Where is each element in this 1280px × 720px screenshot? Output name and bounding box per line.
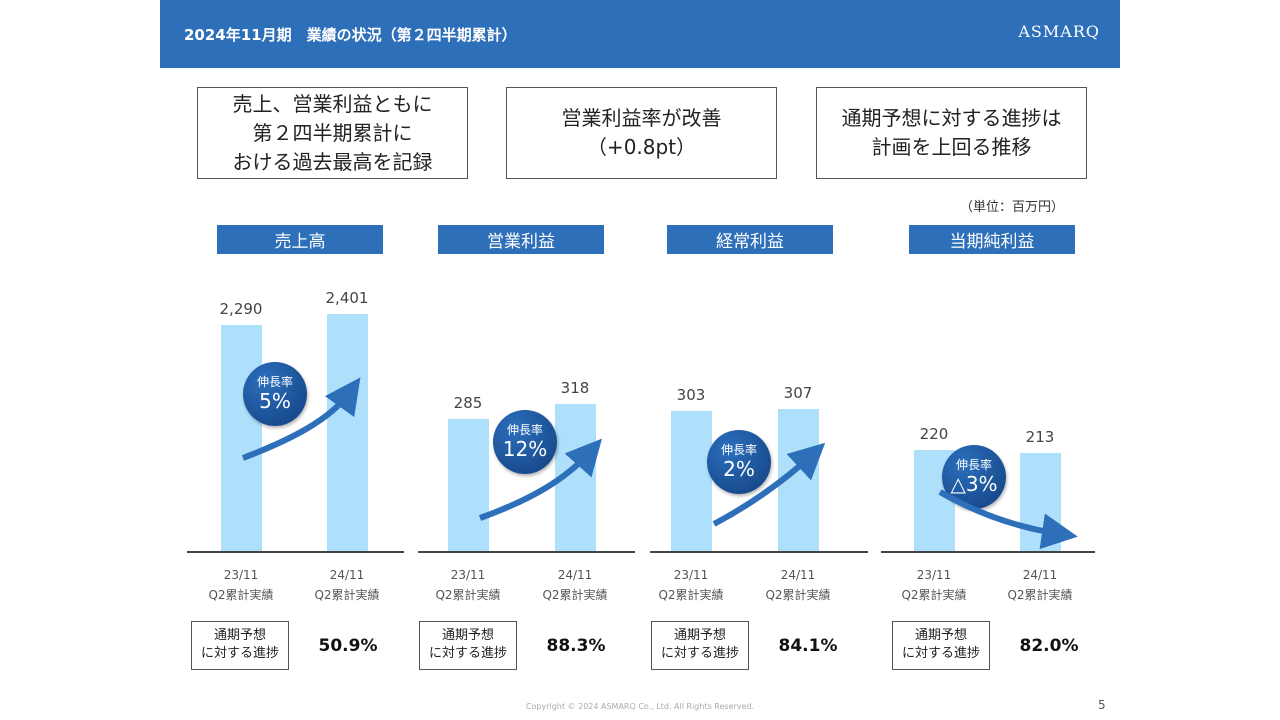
growth-value: 12%	[502, 437, 548, 461]
x-axis	[650, 551, 868, 553]
growth-value: 5%	[259, 389, 291, 413]
bar	[671, 410, 712, 551]
growth-value: 2%	[723, 457, 755, 481]
growth-label: 伸長率	[955, 458, 992, 472]
bar	[327, 314, 368, 551]
highlight-box: 売上、営業利益ともに 第２四半期累計に おける過去最高を記録	[197, 87, 468, 179]
progress-value: 88.3%	[546, 636, 606, 656]
value-label: 220	[919, 425, 949, 443]
progress-label: 通期予想 に対する進捗	[419, 621, 517, 670]
growth-label: 伸長率	[506, 423, 543, 437]
page-number: 5	[1098, 698, 1106, 712]
progress-label: 通期予想 に対する進捗	[892, 621, 990, 670]
category-label: 23/11 Q2累計実績	[208, 568, 274, 602]
growth-bubble: 伸長率 12%	[493, 410, 557, 474]
category-label: 24/11 Q2累計実績	[542, 568, 608, 602]
growth-arrow	[478, 438, 602, 521]
value-label: 2,401	[325, 289, 369, 307]
x-axis	[187, 551, 404, 553]
category-label: 24/11 Q2累計実績	[314, 568, 380, 602]
progress-value: 82.0%	[1019, 636, 1079, 656]
bar	[448, 419, 489, 551]
value-label: 285	[453, 394, 483, 413]
copyright: Copyright © 2024 ASMARQ Co., Ltd. All Ri…	[525, 702, 755, 711]
category-label: 23/11 Q2累計実績	[658, 568, 724, 602]
panel-title: 経常利益	[667, 225, 833, 254]
x-axis	[881, 551, 1095, 553]
progress-value: 50.9%	[318, 636, 378, 656]
progress-label: 通期予想 に対する進捗	[191, 621, 289, 670]
progress-value: 84.1%	[778, 636, 838, 656]
growth-bubble: 伸長率 2%	[707, 430, 771, 494]
panel-title: 営業利益	[438, 225, 604, 254]
panel-title: 当期純利益	[909, 225, 1075, 254]
value-label: 213	[1025, 428, 1055, 447]
category-label: 24/11 Q2累計実績	[1007, 568, 1073, 602]
value-label: 318	[560, 379, 590, 397]
value-label: 307	[783, 384, 813, 402]
panel-title: 売上高	[217, 225, 383, 254]
growth-label: 伸長率	[720, 443, 757, 457]
category-label: 23/11 Q2累計実績	[901, 568, 967, 602]
x-axis	[418, 551, 635, 553]
logo: ASMARQ	[1018, 22, 1100, 41]
unit-label: （単位：百万円）	[960, 200, 1065, 215]
bar	[221, 324, 262, 551]
growth-arrow	[938, 489, 1078, 550]
category-label: 24/11 Q2累計実績	[765, 568, 831, 602]
growth-arrow	[712, 442, 826, 527]
growth-label: 伸長率	[256, 375, 293, 389]
category-label: 23/11 Q2累計実績	[435, 568, 501, 602]
header-bar: 2024年11月期 業績の状況（第２四半期累計） ASMARQ	[160, 0, 1120, 68]
value-label: 2,290	[219, 299, 263, 318]
value-label: 303	[676, 385, 706, 404]
growth-arrow	[241, 377, 361, 461]
growth-bubble: 伸長率 5%	[243, 362, 307, 426]
highlight-box: 営業利益率が改善 （+0.8pt）	[506, 87, 777, 179]
slide-title: 2024年11月期 業績の状況（第２四半期累計）	[184, 26, 517, 44]
progress-label: 通期予想 に対する進捗	[651, 621, 749, 670]
growth-value: △3%	[950, 472, 998, 496]
highlight-box: 通期予想に対する進捗は 計画を上回る推移	[816, 87, 1087, 179]
